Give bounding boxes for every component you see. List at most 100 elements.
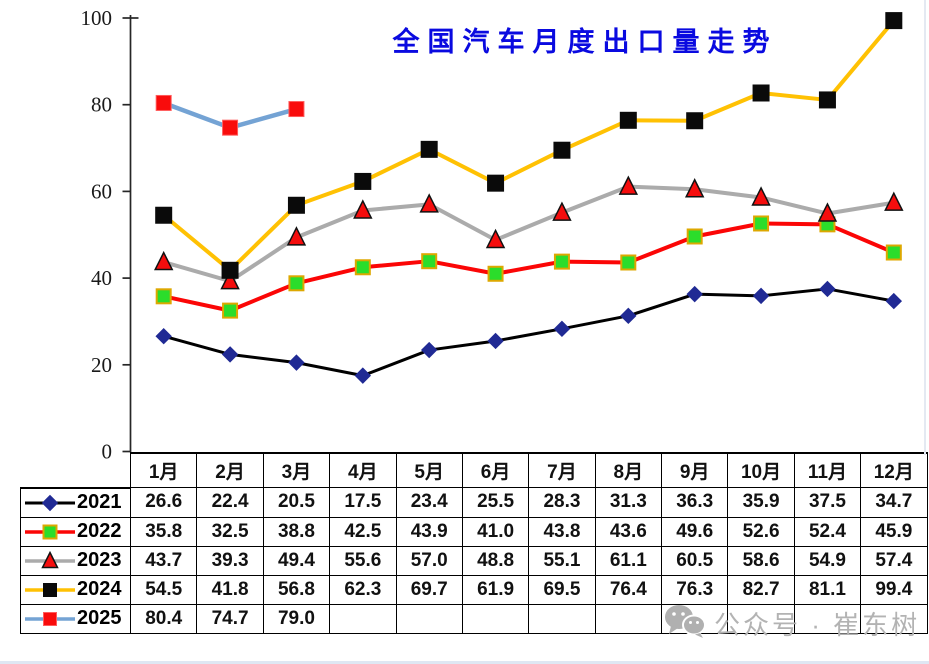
- y-tick-label: 80: [91, 93, 112, 117]
- series-row-2023: 2023 43.7 39.3 49.4 55.6 57.0 48.8 55.1 61.1 60.5…: [20, 545, 928, 576]
- value-cell: [594, 603, 663, 634]
- y-tick-label: 40: [91, 266, 112, 290]
- month-header-cell: 8月: [594, 452, 663, 488]
- value-cell: 52.4: [793, 516, 862, 547]
- legend-cell: 2022: [20, 516, 131, 547]
- month-header-cell: 5月: [395, 452, 463, 488]
- value-cell: 61.1: [594, 545, 663, 576]
- y-tick-label: 100: [81, 6, 113, 30]
- value-cell: [660, 603, 729, 634]
- value-cell: 35.9: [727, 487, 795, 518]
- value-cell: 55.6: [329, 545, 397, 576]
- value-cell: 48.8: [461, 545, 530, 576]
- value-cell: 43.9: [395, 516, 463, 547]
- legend-marker-2021: [25, 494, 75, 511]
- value-cell: 99.4: [860, 574, 928, 605]
- value-cell: 49.4: [262, 545, 331, 576]
- value-cell: 69.5: [528, 574, 596, 605]
- series-2021: [155, 280, 903, 384]
- value-cell: 57.4: [860, 545, 928, 576]
- value-cell: 25.5: [461, 487, 530, 518]
- value-cell: 56.8: [262, 574, 331, 605]
- month-header-cell: 9月: [660, 452, 729, 488]
- series-row-2021: 2021 26.6 22.4 20.5 17.5 23.4 25.5 28.3 31.3 36.3…: [20, 486, 928, 518]
- data-table-wrap: 1月 2月 3月 4月 5月 6月 7月 8月 9月 10月 11月 12月 2021 26.6 22.4 2…: [20, 452, 928, 634]
- value-cell: [461, 603, 530, 634]
- value-cell: 31.3: [594, 487, 663, 518]
- value-cell: 41.0: [461, 516, 530, 547]
- legend-marker-2022: [25, 524, 75, 539]
- value-cell: 32.5: [196, 516, 264, 547]
- ghost-cell: [21, 453, 131, 488]
- value-cell: 41.8: [196, 574, 264, 605]
- series-2023: [153, 175, 904, 290]
- month-header-cell: 11月: [793, 452, 862, 488]
- value-cell: 82.7: [727, 574, 795, 605]
- value-cell: 35.8: [129, 516, 198, 547]
- value-cell: 54.5: [129, 574, 198, 605]
- value-cell: 58.6: [727, 545, 795, 576]
- value-cell: 43.6: [594, 516, 663, 547]
- value-cell: 79.0: [262, 603, 331, 634]
- value-cell: 60.5: [660, 545, 729, 576]
- value-cell: 20.5: [262, 487, 331, 518]
- y-tick-label: 20: [91, 353, 112, 377]
- legend-marker-2025: [25, 611, 75, 626]
- legend-cell: 2024: [20, 574, 131, 605]
- series-name: 2022: [77, 520, 122, 542]
- legend-marker-2023: [25, 550, 75, 568]
- series-name: 2024: [77, 578, 122, 600]
- value-cell: [395, 603, 463, 634]
- month-header-cell: 10月: [727, 452, 795, 488]
- legend-cell: 2025: [20, 603, 131, 634]
- value-cell: 39.3: [196, 545, 264, 576]
- chart-title: 全国汽车月度出口量走势: [392, 27, 778, 57]
- value-cell: [528, 603, 596, 634]
- value-cell: 28.3: [528, 487, 596, 518]
- value-cell: 74.7: [196, 603, 264, 634]
- series-name: 2025: [77, 607, 122, 629]
- value-cell: 80.4: [129, 603, 198, 634]
- series-2022: [155, 215, 902, 319]
- series-row-2022: 2022 35.8 32.5 38.8 42.5 43.9 41.0 43.8 43.6 49.6…: [20, 516, 928, 547]
- month-header-row: 1月 2月 3月 4月 5月 6月 7月 8月 9月 10月 11月 12月: [21, 452, 928, 488]
- series-2025: [155, 94, 305, 136]
- value-cell: 61.9: [461, 574, 530, 605]
- value-cell: [329, 603, 397, 634]
- panel-right-edge: [924, 0, 926, 455]
- y-axis: 0 20 40 60 80 100: [81, 6, 139, 464]
- month-header-cell: 2月: [196, 452, 264, 488]
- month-header-cell: 1月: [129, 452, 198, 488]
- value-cell: [793, 603, 862, 634]
- value-cell: 34.7: [860, 487, 928, 518]
- legend-marker-2024: [25, 582, 75, 597]
- month-header-cell: 7月: [528, 452, 596, 488]
- y-tick-label: 0: [102, 440, 113, 464]
- value-cell: 81.1: [793, 574, 862, 605]
- value-cell: 57.0: [395, 545, 463, 576]
- value-cell: 49.6: [660, 516, 729, 547]
- value-cell: 37.5: [793, 487, 862, 518]
- value-cell: 55.1: [528, 545, 596, 576]
- value-cell: 62.3: [329, 574, 397, 605]
- value-cell: 43.8: [528, 516, 596, 547]
- value-cell: 23.4: [395, 487, 463, 518]
- legend-cell: 2021: [20, 486, 131, 518]
- value-cell: 76.3: [660, 574, 729, 605]
- value-cell: 26.6: [129, 487, 198, 518]
- series-row-2024: 2024 54.5 41.8 56.8 62.3 69.7 61.9 69.5 76.4 76.3…: [20, 574, 928, 605]
- value-cell: 17.5: [329, 487, 397, 518]
- value-cell: 38.8: [262, 516, 331, 547]
- value-cell: 54.9: [793, 545, 862, 576]
- month-header-cell: 12月: [860, 452, 928, 488]
- value-cell: 36.3: [660, 487, 729, 518]
- value-cell: 43.7: [129, 545, 198, 576]
- legend-cell: 2023: [20, 545, 131, 576]
- series-name: 2021: [77, 491, 122, 513]
- data-table: 1月 2月 3月 4月 5月 6月 7月 8月 9月 10月 11月 12月 2021 26.6 22.4 2…: [20, 452, 928, 634]
- month-header-cell: 4月: [329, 452, 397, 488]
- value-cell: 45.9: [860, 516, 928, 547]
- series-row-2025: 2025 80.4 74.7 79.0: [20, 603, 928, 634]
- value-cell: [860, 603, 928, 634]
